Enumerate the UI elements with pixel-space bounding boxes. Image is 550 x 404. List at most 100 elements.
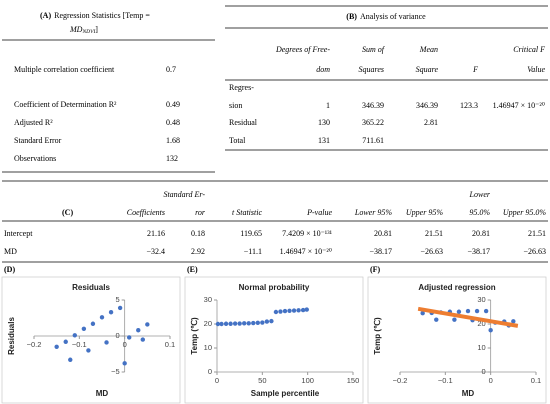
cell: −38.17	[467, 247, 490, 256]
cell: 21.51	[528, 229, 546, 238]
point	[269, 318, 274, 324]
cell: 131	[318, 136, 330, 145]
table-a-title: MDNDVI]	[69, 25, 98, 35]
x-axis-title: MD	[462, 389, 475, 398]
cell: 132	[166, 154, 178, 163]
point	[63, 339, 68, 344]
table-label: (B)	[346, 12, 357, 21]
column-header: ror	[195, 208, 206, 217]
row-label: Intercept	[4, 229, 33, 238]
point	[86, 348, 91, 353]
column-header: Degrees of Free-	[275, 45, 330, 54]
y-tick-label: 0	[208, 367, 212, 376]
point	[81, 326, 87, 331]
point	[251, 320, 256, 326]
row-label: sion	[229, 101, 242, 110]
point	[456, 309, 462, 314]
point	[255, 320, 260, 325]
point	[287, 308, 292, 313]
cell: 2.92	[191, 247, 205, 256]
x-tick-label: 0	[489, 376, 493, 385]
point	[90, 321, 96, 326]
point	[104, 340, 109, 345]
x-tick-label: 0	[215, 376, 219, 385]
fit-line	[417, 306, 519, 328]
cell: 711.61	[362, 136, 384, 145]
point	[140, 337, 145, 342]
point	[72, 333, 78, 338]
cell: −32.4	[146, 247, 165, 256]
y-tick-label: 5	[115, 295, 119, 304]
y-axis-title: Temp (℃)	[190, 317, 199, 355]
column-header: Squares	[359, 65, 384, 74]
y-tick-label: 0	[115, 331, 119, 340]
cell: 2.81	[424, 118, 438, 127]
column-header: Upper 95%	[406, 208, 443, 217]
cell: −38.17	[369, 247, 392, 256]
point	[452, 317, 457, 322]
x-tick-label: −0.2	[27, 340, 42, 349]
point	[282, 308, 288, 314]
point	[237, 321, 242, 326]
row-label: Adjusted R²	[14, 118, 53, 127]
point	[434, 317, 439, 322]
cell: 0.49	[166, 100, 180, 109]
cell: 0.48	[166, 118, 180, 127]
point	[223, 321, 229, 326]
row-label: Observations	[14, 154, 56, 163]
point	[304, 307, 309, 312]
x-tick-label: −0.1	[438, 376, 453, 385]
panel-label: (F)	[370, 265, 381, 274]
cell: −11.1	[244, 247, 262, 256]
point	[260, 320, 265, 325]
column-header: t Statistic	[232, 208, 262, 217]
title-text: ]	[95, 25, 98, 34]
cell: 346.39	[416, 101, 438, 110]
cell: −26.63	[523, 247, 546, 256]
column-header: Mean	[419, 45, 438, 54]
y-tick-label: 30	[204, 295, 212, 304]
column-header: Sum of	[362, 45, 386, 54]
row-label: Total	[229, 136, 246, 145]
point	[117, 305, 123, 311]
chart-frame	[367, 276, 547, 404]
point	[54, 344, 59, 349]
row-label: Residual	[229, 118, 258, 127]
x-axis-title: MD	[96, 389, 109, 398]
cell: 1.46947 × 10⁻²⁰	[493, 101, 545, 110]
point	[273, 309, 279, 315]
x-tick-label: 0.1	[531, 376, 541, 385]
chart-title: Adjusted regression	[418, 283, 495, 292]
cell: 119.65	[240, 229, 262, 238]
chart-frame	[1, 276, 181, 404]
x-tick-label: 0.1	[165, 340, 175, 349]
panel-label: (D)	[4, 265, 15, 274]
point	[127, 335, 132, 340]
column-header: Value	[527, 65, 545, 74]
cell: 130	[318, 118, 330, 127]
point	[122, 361, 127, 366]
table-b-title: (B) Analysis of variance	[346, 12, 426, 21]
point	[108, 310, 114, 315]
table-label: (A)	[40, 11, 51, 20]
cell: 1.46947 × 10⁻²⁰	[280, 247, 332, 256]
table-label: (C)	[62, 208, 73, 217]
point	[99, 315, 105, 320]
point	[278, 309, 283, 314]
row-label: Standard Error	[14, 136, 62, 145]
point	[136, 328, 141, 333]
column-header: F	[472, 65, 478, 74]
x-tick-label: −0.2	[393, 376, 408, 385]
point	[246, 321, 251, 326]
x-tick-label: 150	[347, 376, 360, 385]
point	[296, 308, 301, 313]
column-header: Coefficients	[127, 208, 165, 217]
table-a-title: (A) Regression Statistics [Temp =	[40, 11, 150, 20]
cell: 21.51	[425, 229, 443, 238]
x-tick-label: 0	[123, 340, 127, 349]
x-tick-label: 100	[301, 376, 314, 385]
y-tick-label: 30	[477, 295, 485, 304]
y-tick-label: −5	[111, 367, 120, 376]
cell: 0.7	[166, 65, 176, 74]
